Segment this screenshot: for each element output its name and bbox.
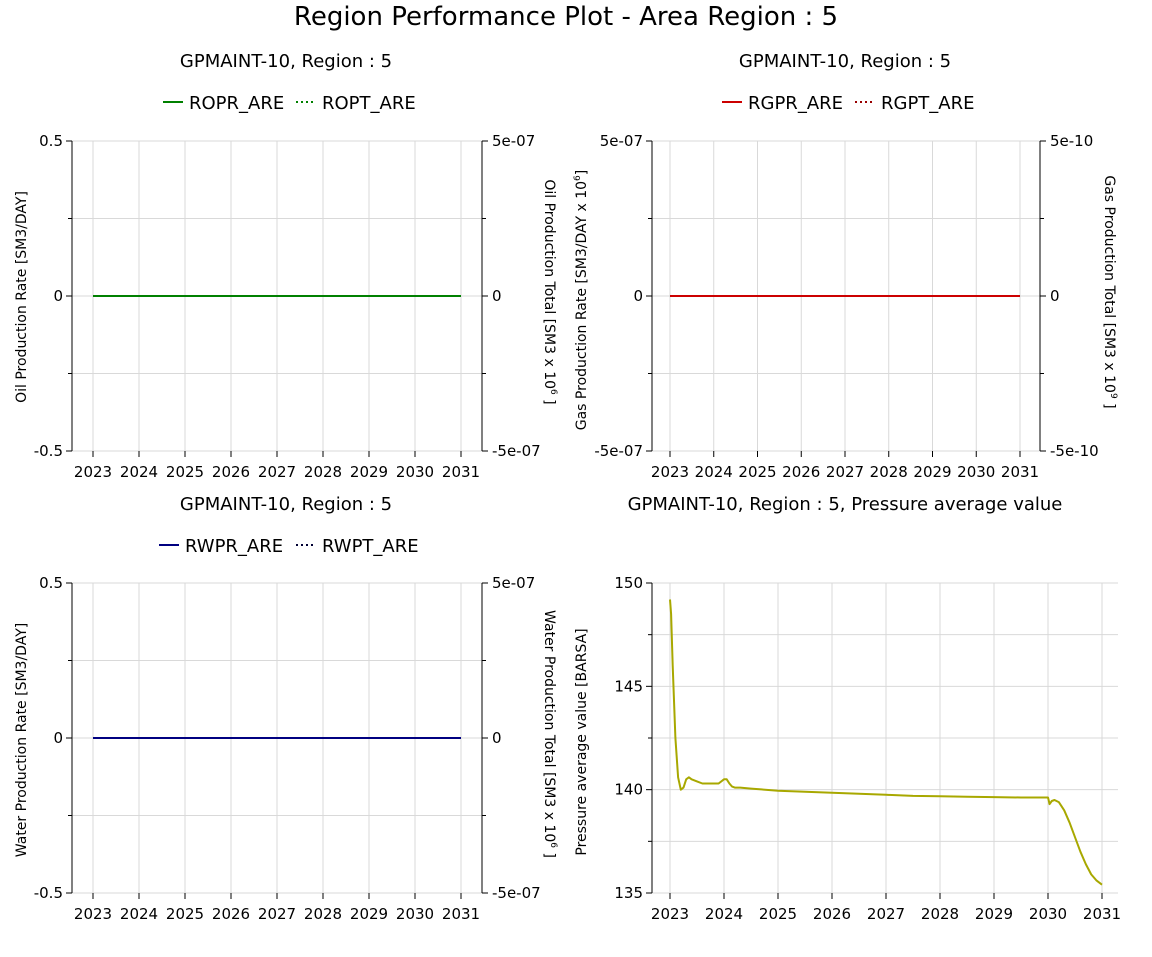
legend-label-ropt: ROPT_ARE [322,93,416,114]
gas-legend: RGPR_ARE RGPT_ARE [722,93,975,114]
legend-label-ropr: ROPR_ARE [189,93,284,114]
gas-y-tick-label: -5e-07 [594,442,643,460]
legend-label-rgpt: RGPT_ARE [881,93,975,114]
pressure-series-line-0 [669,599,1103,886]
water-y-tick-label: -0.5 [34,884,63,902]
oil-x-tick-label: 2027 [258,463,296,481]
pressure-x-tick-label: 2024 [705,905,743,923]
water-y2-tick-label: 5e-07 [492,574,535,592]
gas-x-tick-label: 2028 [870,463,908,481]
oil-y-tick-label: -0.5 [34,442,63,460]
pressure-y-tick-label: 150 [614,574,643,592]
oil-x-tick-label: 2026 [212,463,250,481]
gas-x-tick-label: 2024 [695,463,733,481]
pressure-y-tick-label: 140 [614,781,643,799]
oil-y2-tick-label: -5e-07 [492,442,541,460]
oil-x-tick-label: 2023 [74,463,112,481]
gas-y-tick-label: 0 [633,287,643,305]
pressure-x-tick-label: 2031 [1083,905,1121,923]
water-chart-title: GPMAINT-10, Region : 5 [180,494,392,515]
pressure-y-axis-label: Pressure average value [BARSA] [574,628,590,855]
water-y2-tick-label: 0 [492,729,502,747]
gas-y2-tick-label: 0 [1050,287,1060,305]
water-y-tick-label: 0 [53,729,63,747]
oil-chart: GPMAINT-10, Region : 5 ROPR_ARE ROPT_ARE… [14,51,558,481]
water-y2-tick-label: -5e-07 [492,884,541,902]
water-y-tick-label: 0.5 [39,574,63,592]
oil-x-tick-label: 2024 [120,463,158,481]
water-x-tick-label: 2026 [212,905,250,923]
pressure-series [669,599,1103,886]
oil-y2-tick-label: 0 [492,287,502,305]
gas-y-axis-label: Gas Production Rate [SM3/DAY x 106] [573,170,590,431]
page-title: Region Performance Plot - Area Region : … [293,2,839,32]
water-legend: RWPR_ARE RWPT_ARE [159,536,419,557]
oil-x-tick-label: 2029 [350,463,388,481]
water-x-tick-label: 2029 [350,905,388,923]
oil-x-tick-label: 2028 [304,463,342,481]
water-chart: GPMAINT-10, Region : 5 RWPR_ARE RWPT_ARE… [14,494,558,923]
gas-y2-tick-label: 5e-10 [1050,132,1093,150]
water-x-tick-label: 2031 [442,905,480,923]
gas-x-tick-label: 2031 [1001,463,1039,481]
gas-x-tick-label: 2025 [738,463,776,481]
water-x-tick-label: 2024 [120,905,158,923]
pressure-x-tick-label: 2027 [867,905,905,923]
gas-x-tick-label: 2023 [651,463,689,481]
pressure-y-tick-label: 145 [614,677,643,695]
water-x-tick-label: 2030 [396,905,434,923]
oil-y-tick-label: 0 [53,287,63,305]
legend-label-rwpt: RWPT_ARE [322,536,419,557]
oil-x-tick-label: 2030 [396,463,434,481]
gas-x-tick-label: 2026 [782,463,820,481]
gas-x-tick-label: 2027 [826,463,864,481]
oil-y-axis-label: Oil Production Rate [SM3/DAY] [14,191,30,403]
gas-y-tick-label: 5e-07 [600,132,643,150]
water-y2-axis-label: Water Production Total [SM3 x 106 ] [541,610,558,858]
legend-label-rgpr: RGPR_ARE [748,93,843,114]
water-x-tick-label: 2027 [258,905,296,923]
oil-y2-axis-label: Oil Production Total [SM3 x 106 ] [541,179,558,404]
pressure-chart-title: GPMAINT-10, Region : 5, Pressure average… [628,494,1063,515]
water-x-tick-label: 2025 [166,905,204,923]
gas-x-tick-label: 2030 [957,463,995,481]
oil-legend: ROPR_ARE ROPT_ARE [163,93,416,114]
pressure-grid [652,582,1118,894]
gas-x-tick-label: 2029 [913,463,951,481]
pressure-x-tick-label: 2028 [921,905,959,923]
pressure-x-tick-label: 2026 [813,905,851,923]
oil-y-tick-label: 0.5 [39,132,63,150]
oil-chart-title: GPMAINT-10, Region : 5 [180,51,392,72]
gas-y2-axis-label: Gas Production Total [SM3 x 109 ] [1101,175,1118,408]
gas-chart-title: GPMAINT-10, Region : 5 [739,51,951,72]
oil-x-tick-label: 2031 [442,463,480,481]
water-x-tick-label: 2028 [304,905,342,923]
water-y-axis-label: Water Production Rate [SM3/DAY] [14,623,30,857]
oil-y2-tick-label: 5e-07 [492,132,535,150]
pressure-x-tick-label: 2029 [975,905,1013,923]
pressure-x-tick-label: 2025 [759,905,797,923]
gas-y2-tick-label: -5e-10 [1050,442,1099,460]
oil-x-tick-label: 2025 [166,463,204,481]
pressure-x-tick-label: 2030 [1029,905,1067,923]
oil-axes: 2023 2024 2025 2026 2027 2028 2029 2030 2031 0.5 0… [34,132,541,481]
pressure-chart: GPMAINT-10, Region : 5, Pressure average… [574,494,1121,923]
water-x-tick-label: 2023 [74,905,112,923]
pressure-axes: 2023 2024 2025 2026 2027 2028 2029 2030 2031 150 1… [614,574,1121,923]
pressure-x-tick-label: 2023 [651,905,689,923]
gas-axes: 2023 2024 2025 2026 2027 2028 2029 2030 2031 5e-0… [594,132,1098,481]
water-axes: 2023 2024 2025 2026 2027 2028 2029 2030 2031 0.5 0… [34,574,541,923]
pressure-y-tick-label: 135 [614,884,643,902]
legend-label-rwpr: RWPR_ARE [185,536,283,557]
gas-chart: GPMAINT-10, Region : 5 RGPR_ARE RGPT_ARE… [573,51,1118,481]
